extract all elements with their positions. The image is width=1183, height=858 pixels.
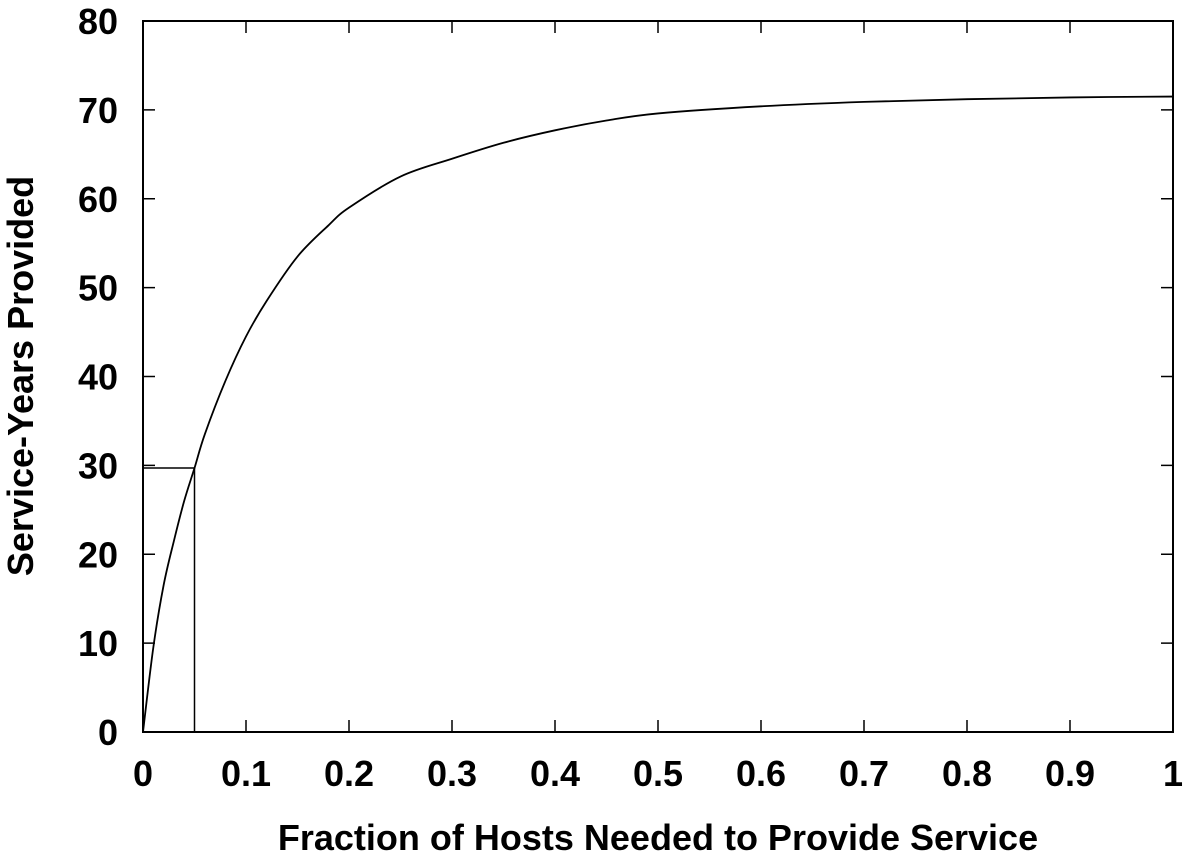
- x-tick-label: 0.6: [736, 753, 786, 794]
- y-tick-label: 40: [78, 357, 118, 398]
- y-axis-label: Service-Years Provided: [0, 176, 41, 576]
- y-tick-label: 50: [78, 268, 118, 309]
- series-line: [142, 95, 1174, 733]
- y-tick-label: 80: [78, 1, 118, 42]
- x-tick-label: 0.1: [221, 753, 271, 794]
- x-tick-label: 0.2: [324, 753, 374, 794]
- y-tick-label: 10: [78, 623, 118, 664]
- x-tick-label: 0: [133, 753, 153, 794]
- y-tick-label: 20: [78, 534, 118, 575]
- x-tick-label: 1: [1163, 753, 1183, 794]
- plot-border: [142, 20, 1174, 733]
- x-tick-label: 0.5: [633, 753, 683, 794]
- x-tick-label: 0.8: [942, 753, 992, 794]
- series-group: [142, 95, 1174, 733]
- x-tick-label: 0.3: [427, 753, 477, 794]
- y-axis-ticks: 0 10 20 30 40 50 60 70 80: [78, 1, 1173, 753]
- x-tick-label: 0.9: [1045, 753, 1095, 794]
- x-tick-label: 0.4: [530, 753, 580, 794]
- x-tick-label: 0.7: [839, 753, 889, 794]
- y-tick-label: 60: [78, 179, 118, 220]
- annotation-lines: [143, 467, 196, 732]
- x-axis-label: Fraction of Hosts Needed to Provide Serv…: [278, 817, 1038, 858]
- plot-frame: [142, 20, 1174, 733]
- y-tick-label: 70: [78, 90, 118, 131]
- y-tick-label: 0: [98, 712, 118, 753]
- y-tick-label: 30: [78, 445, 118, 486]
- x-axis-ticks: 0 0.1 0.2 0.3 0.4 0.5 0.6 0.7 0.8 0.9 1: [133, 21, 1183, 794]
